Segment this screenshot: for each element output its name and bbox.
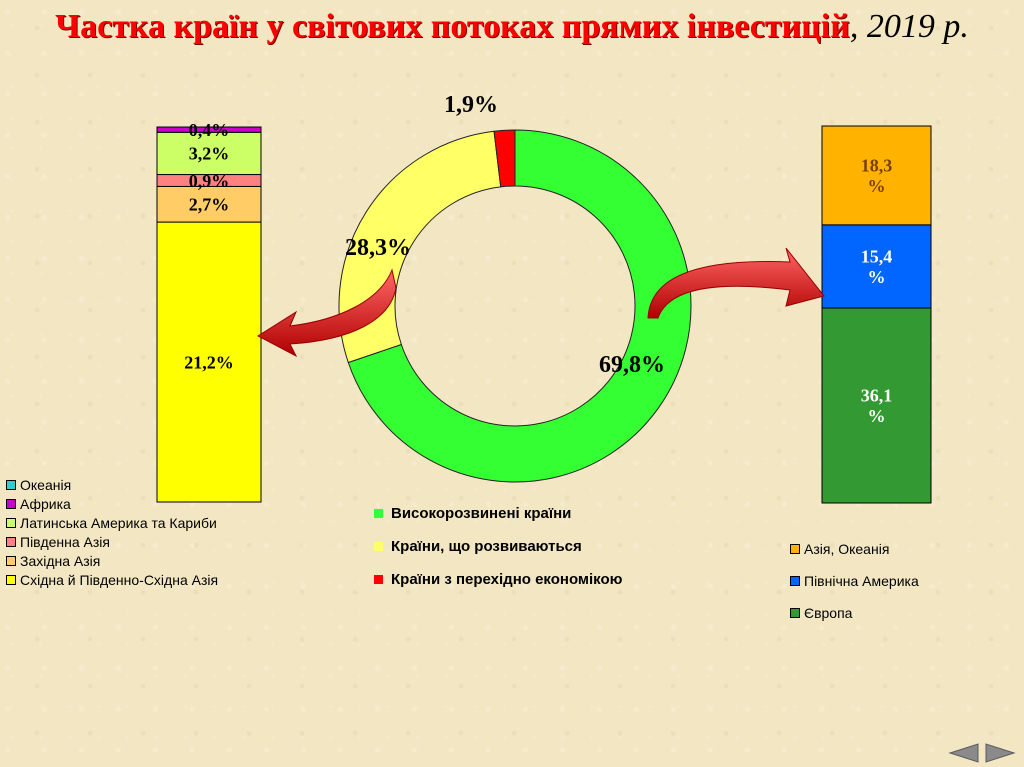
arrow-to-left-bar	[257, 268, 397, 358]
legend-center-label-2: Країни з перехідно економікою	[391, 571, 623, 588]
legend-center-label-1: Країни, що розвиваються	[391, 538, 582, 555]
legend-left-item-4: Західна Азія	[6, 551, 218, 570]
left-bar-label-2: 0,9%	[189, 171, 230, 191]
legend-left-label-3: Південна Азія	[20, 533, 110, 550]
legend-center-item-2: Країни з перехідно економікою	[374, 563, 622, 596]
legend-left-label-0: Океанія	[20, 476, 72, 493]
legend-left-item-3: Південна Азія	[6, 532, 218, 551]
donut-slice-2	[493, 129, 516, 188]
legend-center-label-0: Високорозвинені країни	[391, 505, 572, 522]
legend-left-swatch-2	[6, 517, 16, 528]
legend-left-label-4: Західна Азія	[20, 552, 101, 569]
legend-left-item-1: Африка	[6, 494, 218, 513]
right-bar-label-2-0: 18,3	[861, 155, 893, 175]
legend-left-swatch-3	[6, 536, 16, 547]
legend-center-item-1: Країни, що розвиваються	[374, 530, 622, 563]
legend-right-label-0: Азія, Океанія	[804, 541, 890, 557]
title-main: Частка країн у світових потоках прямих і…	[55, 8, 850, 45]
left-bar-segment-1	[156, 185, 262, 223]
legend-left-item-0: Океанія	[6, 475, 218, 494]
legend-left-swatch-5	[6, 574, 16, 585]
right-bar-label-1-0: 15,4	[861, 246, 893, 266]
donut-label-2: 1,9%	[444, 92, 498, 118]
legend-right-swatch-2	[790, 608, 800, 618]
right-bar-label-1-1: %	[868, 267, 886, 287]
legend-center-swatch-2	[374, 575, 383, 584]
arrow-to-right-bar	[647, 247, 825, 319]
legend-left: Океанія Африка Латинська Америка та Кариби…	[6, 475, 218, 589]
left-bar-label-3: 3,2%	[189, 144, 230, 164]
legend-right-item-0: Азія, Океанія	[790, 533, 919, 565]
right-bar-label-0-1: %	[868, 406, 886, 426]
left-bar-segment-0	[156, 221, 262, 503]
legend-left-item-5: Східна й Південно-Східна Азія	[6, 570, 218, 589]
legend-right-swatch-0	[790, 544, 800, 554]
title-year: , 2019 р.	[849, 8, 969, 45]
arrow-left-icon[interactable]	[948, 743, 980, 763]
legend-right-swatch-1	[790, 576, 800, 586]
legend-left-item-2: Латинська Америка та Кариби	[6, 513, 218, 532]
left-bar-segment-4	[156, 126, 262, 133]
legend-center-item-0: Високорозвинені країни	[374, 497, 622, 530]
donut-slice-0	[347, 129, 692, 483]
right-bar-label-0-0: 36,1	[861, 385, 893, 405]
left-stacked-bar: 21,2% 2,7% 0,9% 3,2% 0,4%	[156, 120, 262, 503]
legend-center-swatch-1	[374, 542, 383, 551]
right-stacked-bar: 36,1%15,4%18,3%	[821, 125, 932, 504]
legend-left-swatch-1	[6, 498, 16, 509]
legend-right-label-1: Північна Америка	[804, 573, 919, 589]
legend-left-label-1: Африка	[20, 495, 71, 512]
legend-right-label-2: Європа	[804, 605, 853, 621]
donut-label-0: 69,8%	[599, 352, 665, 378]
right-bar-label-2-1: %	[868, 176, 886, 196]
legend-left-swatch-0	[6, 479, 16, 490]
legend-center: Високорозвинені країни Країни, що розвива…	[374, 497, 622, 596]
legend-left-label-5: Східна й Південно-Східна Азія	[20, 571, 219, 588]
legend-right-item-2: Європа	[790, 597, 919, 629]
arrow-right-icon[interactable]	[984, 743, 1016, 763]
legend-right-item-1: Північна Америка	[790, 565, 919, 597]
right-bar-segment-2	[821, 125, 932, 226]
legend-right: Азія, Океанія Північна Америка Європа	[790, 533, 919, 629]
left-bar-label-0: 21,2%	[184, 352, 234, 372]
slide-title: Частка країн у світових потоках прямих і…	[0, 8, 1024, 46]
right-bar-segment-0	[821, 307, 932, 504]
donut-label-1: 28,3%	[345, 235, 411, 261]
legend-left-label-2: Латинська Америка та Кариби	[20, 514, 217, 531]
right-bar-segment-1	[821, 224, 932, 309]
left-bar-label-1: 2,7%	[189, 195, 230, 215]
left-bar-label-4: 0,4%	[189, 120, 230, 140]
legend-center-swatch-0	[374, 509, 383, 518]
legend-left-swatch-4	[6, 555, 16, 566]
